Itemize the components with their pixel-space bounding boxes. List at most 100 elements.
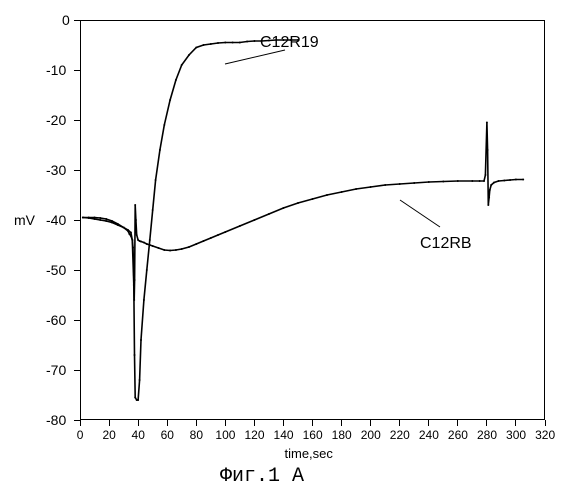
series-marker-c12rb <box>140 241 142 243</box>
series-marker-c12r19 <box>155 179 157 181</box>
series-marker-c12r19 <box>203 44 205 46</box>
series-marker-c12rb <box>498 180 500 182</box>
series-marker-c12rb <box>181 248 183 250</box>
series-marker-c12rb <box>149 244 151 246</box>
y-tick <box>74 320 80 321</box>
x-tick-label: 160 <box>303 428 323 442</box>
series-marker-c12r19 <box>181 64 183 66</box>
series-marker-c12rb <box>479 180 481 182</box>
x-tick-label: 280 <box>477 428 497 442</box>
series-marker-c12r19 <box>163 124 165 126</box>
y-tick <box>74 120 80 121</box>
x-tick <box>196 420 197 426</box>
series-marker-c12r19 <box>239 42 241 44</box>
series-marker-c12rb <box>111 220 113 222</box>
figure-caption: Фиг.1 A <box>220 465 304 488</box>
series-marker-c12rb <box>503 180 505 182</box>
series-marker-c12rb <box>399 183 401 185</box>
series-marker-c12rb <box>486 122 488 124</box>
series-marker-c12r19 <box>217 42 219 44</box>
series-marker-c12rb <box>128 233 130 235</box>
x-tick <box>428 420 429 426</box>
series-marker-c12rb <box>175 249 177 251</box>
series-marker-c12rb <box>123 227 125 229</box>
y-tick-label: -20 <box>46 112 66 128</box>
x-tick <box>283 420 284 426</box>
series-label-c12rb: C12RB <box>420 235 472 253</box>
series-marker-c12rb <box>163 249 165 251</box>
x-tick-label: 200 <box>361 428 381 442</box>
x-tick <box>370 420 371 426</box>
annotation-leader <box>225 50 285 64</box>
series-marker-c12r19 <box>188 54 190 56</box>
y-tick-label: 0 <box>62 12 70 28</box>
series-marker-c12rb <box>442 181 444 183</box>
series-marker-c12r19 <box>149 239 151 241</box>
x-tick <box>457 420 458 426</box>
y-tick <box>74 370 80 371</box>
series-marker-c12rb <box>493 182 495 184</box>
x-tick <box>80 420 81 426</box>
x-tick-label: 180 <box>332 428 352 442</box>
x-tick-label: 300 <box>506 428 526 442</box>
y-tick <box>74 70 80 71</box>
series-marker-c12rb <box>484 174 486 176</box>
series-marker-c12rb <box>522 179 524 181</box>
series-marker-c12rb <box>483 180 485 182</box>
x-tick <box>312 420 313 426</box>
series-marker-c12rb <box>488 197 490 199</box>
x-axis-label: time,sec <box>285 446 333 461</box>
x-tick-label: 260 <box>448 428 468 442</box>
series-marker-c12r19 <box>159 149 161 151</box>
series-marker-c12rb <box>135 219 137 221</box>
x-tick <box>167 420 168 426</box>
series-marker-c12rb <box>471 180 473 182</box>
series-marker-c12rb <box>282 207 284 209</box>
series-marker-c12r19 <box>134 397 136 399</box>
y-tick-label: -40 <box>46 212 66 228</box>
x-tick <box>399 420 400 426</box>
series-marker-c12rb <box>99 217 101 219</box>
x-tick-label: 40 <box>132 428 145 442</box>
series-marker-c12r19 <box>99 219 101 221</box>
series-marker-c12rb <box>341 191 343 193</box>
series-marker-c12rb <box>117 223 119 225</box>
series-line-c12r19 <box>83 40 298 400</box>
series-marker-c12rb <box>515 179 517 181</box>
series-marker-c12rb <box>326 194 328 196</box>
x-tick <box>138 420 139 426</box>
series-marker-c12r19 <box>224 42 226 44</box>
y-tick-label: -60 <box>46 312 66 328</box>
series-marker-c12rb <box>94 217 96 219</box>
y-tick-label: -10 <box>46 62 66 78</box>
series-marker-c12rb <box>134 279 136 281</box>
x-tick <box>109 420 110 426</box>
series-marker-c12r19 <box>246 41 248 43</box>
series-marker-c12rb <box>203 240 205 242</box>
series-marker-c12rb <box>487 149 489 151</box>
series-marker-c12rb <box>152 245 154 247</box>
x-tick-label: 320 <box>535 428 555 442</box>
x-tick <box>225 420 226 426</box>
x-tick-label: 80 <box>190 428 203 442</box>
x-tick-label: 140 <box>274 428 294 442</box>
series-marker-c12rb <box>490 184 492 186</box>
series-marker-c12rb <box>428 181 430 183</box>
y-axis-label: mV <box>14 212 35 228</box>
y-tick <box>74 220 80 221</box>
series-marker-c12rb <box>210 237 212 239</box>
series-marker-c12r19 <box>253 40 255 42</box>
series-marker-c12rb <box>105 218 107 220</box>
series-marker-c12rb <box>169 250 171 252</box>
x-tick-label: 220 <box>390 428 410 442</box>
series-marker-c12rb <box>136 234 138 236</box>
series-marker-c12rb <box>134 204 136 206</box>
series-marker-c12r19 <box>139 379 141 381</box>
y-tick-label: -80 <box>46 412 66 428</box>
y-tick-label: -50 <box>46 262 66 278</box>
series-marker-c12r19 <box>175 79 177 81</box>
x-tick <box>254 420 255 426</box>
series-label-c12r19: C12R19 <box>260 34 319 52</box>
series-marker-c12rb <box>133 299 135 301</box>
y-tick <box>74 270 80 271</box>
